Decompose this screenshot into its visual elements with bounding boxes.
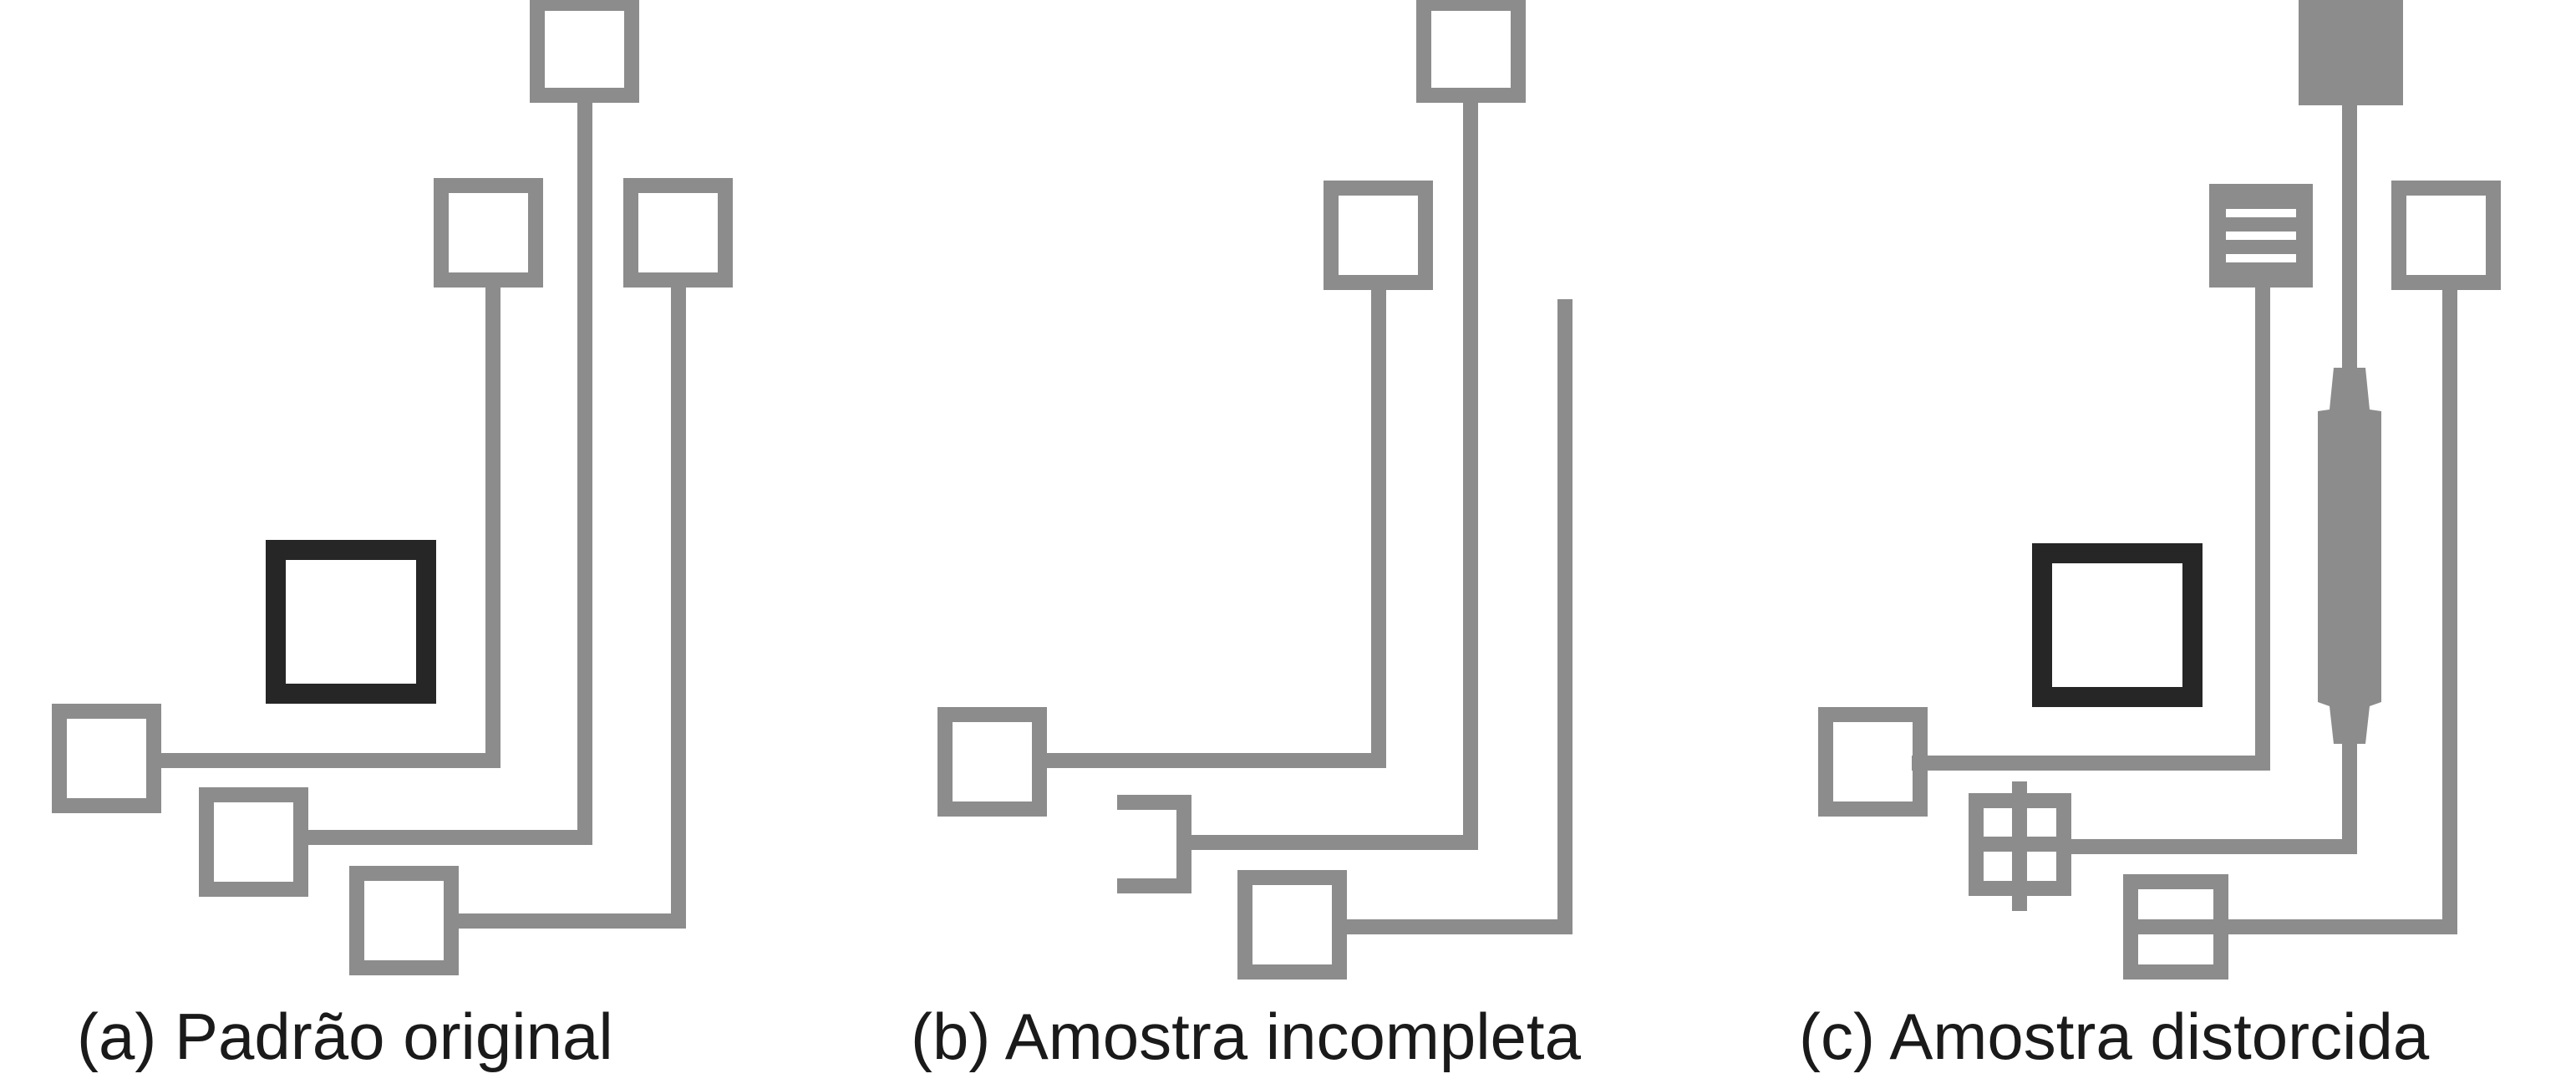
caption-panel-a: (a) Padrão original xyxy=(77,1000,613,1073)
pad-c-bottom-split xyxy=(2123,874,2228,980)
caption-panel-b: (b) Amostra incompleta xyxy=(911,1000,1581,1073)
pad-a-upper-left xyxy=(434,178,543,288)
panel-b-incomplete-sample xyxy=(937,0,1573,980)
pad-b-top xyxy=(1416,0,1526,103)
trace-c-2 xyxy=(2064,100,2357,854)
pad-c-upper-left-striped xyxy=(2209,184,2313,288)
trace-c-3 xyxy=(2214,280,2457,934)
trace-a-1 xyxy=(146,280,500,768)
trace-c-1 xyxy=(1912,280,2270,771)
chip-c xyxy=(2032,543,2203,707)
pad-b-left xyxy=(937,707,1047,817)
pad-a-middle xyxy=(199,787,308,897)
thick-trace-segment-c xyxy=(2318,368,2381,744)
trace-b-2 xyxy=(1184,92,1478,850)
pad-c-upper-right xyxy=(2391,181,2501,290)
trace-b-3 xyxy=(1334,299,1573,934)
panel-a-original-pattern xyxy=(52,0,733,975)
pad-a-upper-right xyxy=(623,178,733,288)
pad-a-bottom xyxy=(349,866,459,975)
trace-b-1 xyxy=(1032,280,1386,768)
pad-c-left xyxy=(1818,707,1928,817)
broken-pad-b xyxy=(1117,795,1191,893)
pad-c-top-solid xyxy=(2299,0,2403,105)
caption-panel-c: (c) Amostra distorcida xyxy=(1799,1000,2430,1073)
pad-a-top xyxy=(530,0,639,103)
trace-a-2 xyxy=(297,92,592,845)
panel-c-distorted-sample xyxy=(1818,0,2501,980)
pad-b-upper-left xyxy=(1324,181,1433,290)
chip-a xyxy=(266,540,436,704)
pad-a-left xyxy=(52,704,161,813)
trace-a-3 xyxy=(445,280,686,929)
pad-b-bottom xyxy=(1237,870,1347,980)
pad-c-middle-grid xyxy=(1969,781,2071,911)
